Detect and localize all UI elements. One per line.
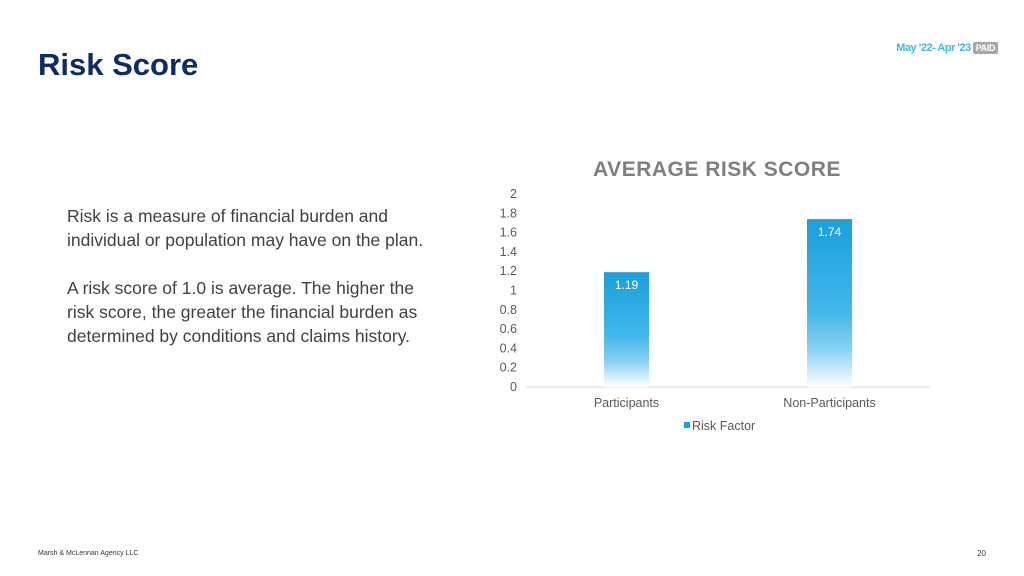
bar	[604, 272, 649, 387]
period-indicator: May '22- Apr '23 PAID	[896, 40, 998, 56]
slide-title: Risk Score	[38, 47, 199, 82]
legend: Risk Factor	[684, 419, 755, 433]
y-tick-label: 1.2	[500, 264, 517, 278]
y-tick-label: 0	[510, 380, 517, 394]
bar-series: 1.19 1.74	[604, 219, 852, 387]
period-label: May '22- Apr '23	[896, 42, 971, 54]
y-tick-label: 1.4	[500, 245, 517, 259]
y-tick-label: 1	[510, 284, 517, 298]
bar-data-label: 1.19	[615, 278, 639, 292]
y-tick-label: 0.6	[500, 322, 517, 336]
bar	[807, 219, 852, 387]
x-tick-label: Participants	[594, 396, 659, 410]
y-tick-label: 0.4	[500, 341, 517, 355]
x-axis: Participants Non-Participants	[594, 396, 876, 410]
footer-company: Marsh & McLennan Agency LLC	[38, 550, 139, 557]
y-tick-label: 0.8	[500, 303, 517, 317]
risk-score-chart: AVERAGE RISK SCORE 0 0.2 0.4 0.6 0.8 1 1.2 1.4 1…	[500, 158, 931, 433]
x-tick-label: Non-Participants	[783, 396, 875, 410]
page-number: 20	[977, 549, 986, 558]
y-axis: 0 0.2 0.4 0.6 0.8 1 1.2 1.4 1.6 1.8 2	[500, 187, 517, 394]
y-tick-label: 1.6	[500, 226, 517, 240]
risk-definition-paragraph: Risk is a measure of financial burden an…	[67, 206, 424, 250]
chart-title: AVERAGE RISK SCORE	[593, 158, 841, 181]
paid-badge: PAID	[972, 42, 998, 54]
legend-label: Risk Factor	[692, 419, 755, 433]
bar-data-label: 1.74	[818, 225, 842, 239]
y-tick-label: 0.2	[500, 361, 517, 375]
y-tick-label: 1.8	[500, 206, 517, 220]
y-tick-label: 2	[510, 187, 517, 201]
description-text: Risk is a measure of financial burden an…	[67, 204, 427, 372]
risk-scale-paragraph: A risk score of 1.0 is average. The high…	[67, 278, 418, 346]
legend-swatch	[684, 422, 690, 428]
